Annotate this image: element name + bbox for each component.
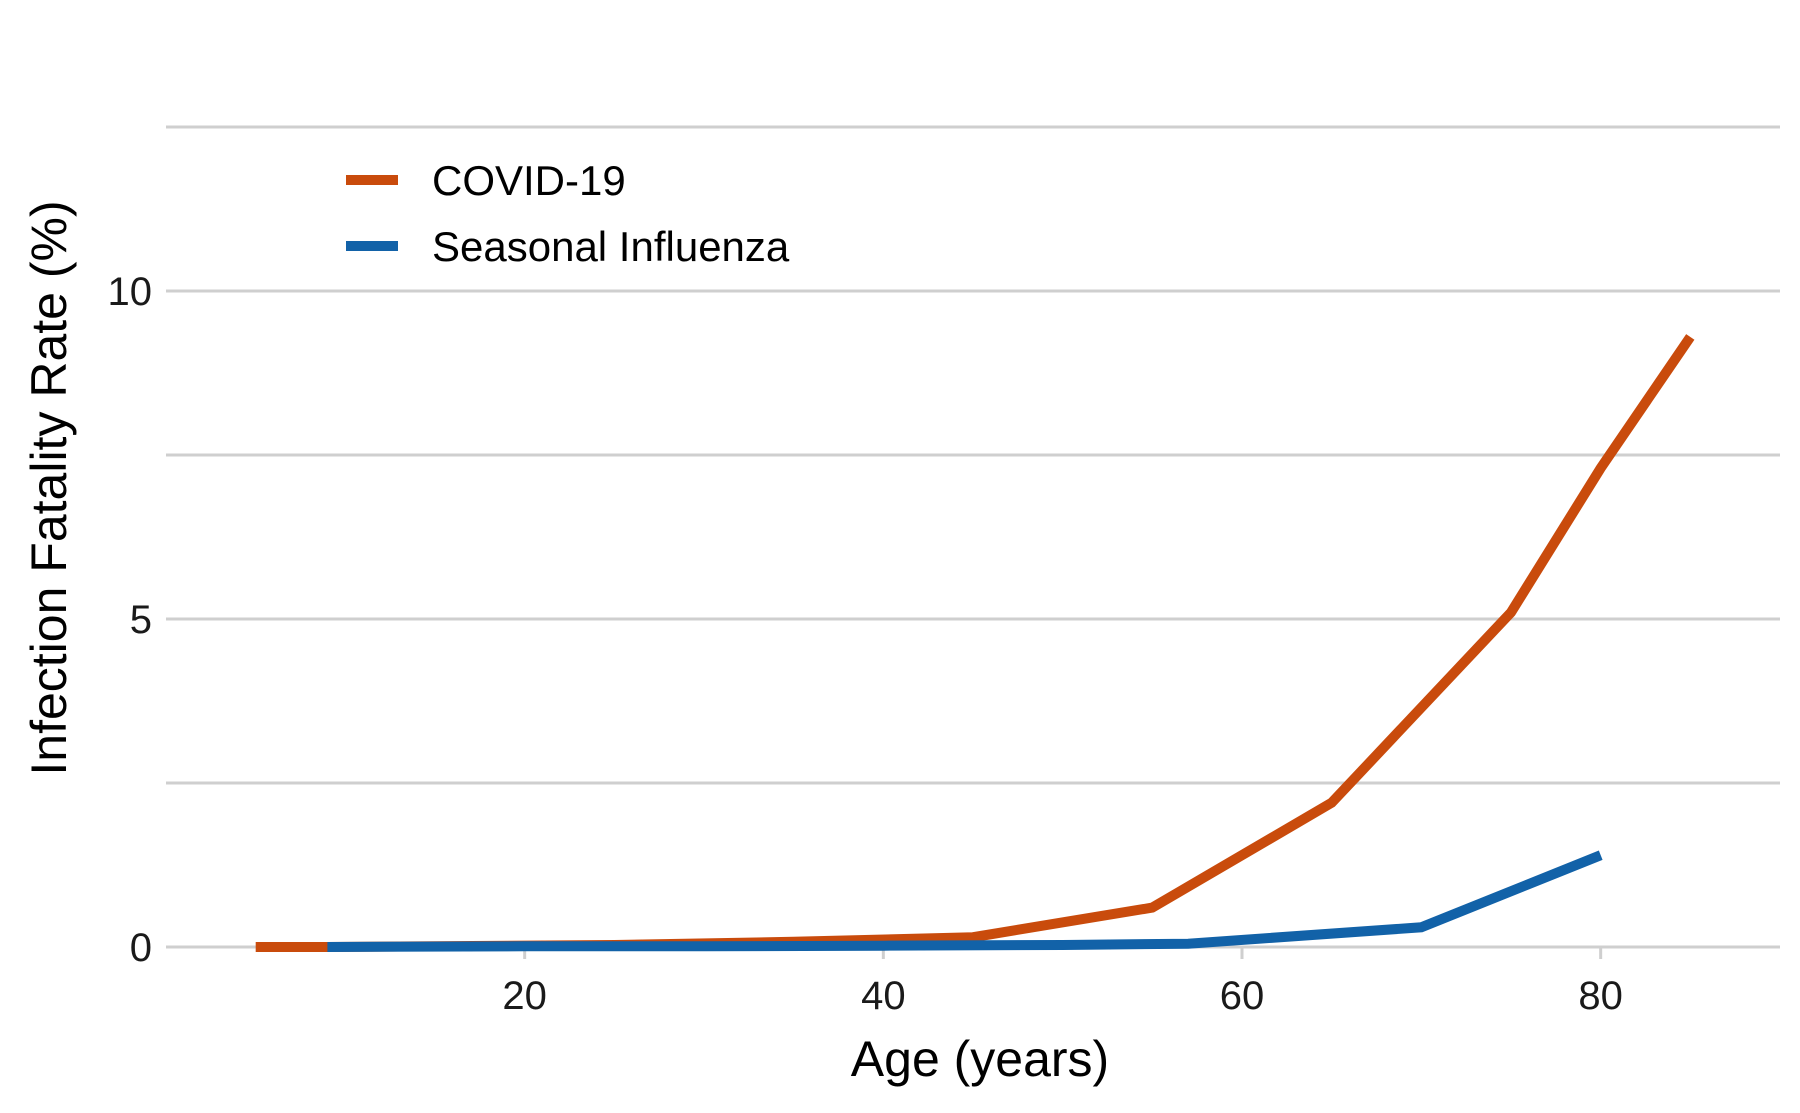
x-tick-label-1: 40 — [861, 974, 906, 1018]
x-tick-label-2: 60 — [1220, 974, 1265, 1018]
y-axis-ticks: 0 5 10 — [108, 270, 153, 970]
x-axis-ticks: 20 40 60 80 — [502, 947, 1623, 1018]
series-lines — [255, 334, 1695, 952]
gridlines — [166, 125, 1780, 949]
y-tick-label-2: 10 — [108, 270, 153, 314]
series-line-covid-19 — [255, 334, 1695, 952]
legend-label-seasonal-influenza: Seasonal Influenza — [432, 223, 790, 270]
y-axis-title: Infection Fatality Rate (%) — [21, 200, 77, 775]
y-tick-label-1: 5 — [130, 598, 152, 642]
legend: COVID-19 Seasonal Influenza — [346, 157, 790, 270]
x-axis-title: Age (years) — [851, 1031, 1109, 1087]
x-tick-label-0: 20 — [502, 974, 547, 1018]
series-line-seasonal-influenza — [327, 850, 1603, 952]
x-tick-label-3: 80 — [1578, 974, 1623, 1018]
y-tick-label-0: 0 — [130, 926, 152, 970]
legend-label-covid-19: COVID-19 — [432, 157, 626, 204]
